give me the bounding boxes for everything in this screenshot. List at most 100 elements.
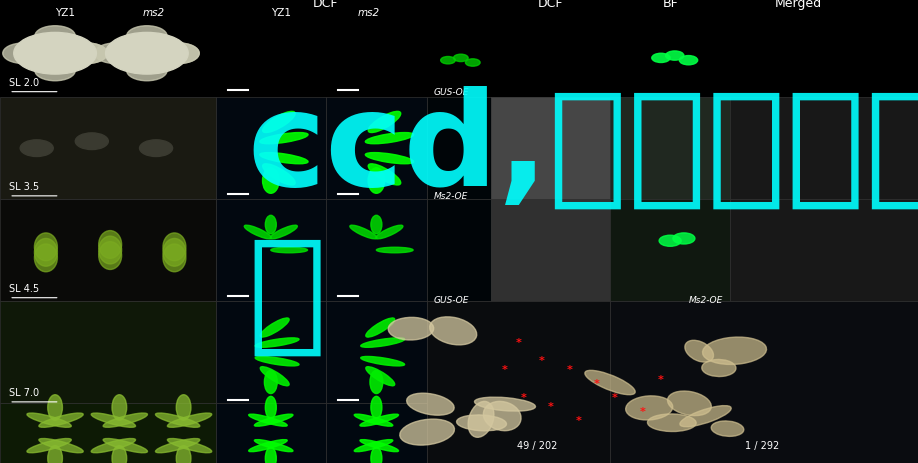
Ellipse shape [99,231,121,258]
Text: *: * [548,402,554,413]
Circle shape [67,43,107,63]
Circle shape [35,26,75,46]
Text: *: * [539,356,544,366]
Ellipse shape [155,413,200,427]
Ellipse shape [350,225,377,239]
Circle shape [14,32,96,74]
Circle shape [20,140,53,156]
Text: *: * [516,338,521,348]
Text: 1 / 292: 1 / 292 [744,441,779,451]
Ellipse shape [701,359,736,376]
Circle shape [679,56,698,65]
Text: *: * [594,379,599,389]
Text: SL 2.0: SL 2.0 [9,78,39,88]
Bar [0,199,216,301]
Ellipse shape [585,370,635,394]
Ellipse shape [365,132,414,144]
Text: *: * [576,416,581,426]
Ellipse shape [27,438,72,453]
Ellipse shape [99,242,121,269]
Ellipse shape [254,414,293,426]
Bar [730,97,918,199]
Circle shape [159,43,199,63]
Ellipse shape [365,153,414,164]
Text: *: * [640,407,645,417]
Ellipse shape [48,445,62,463]
Bar [427,199,491,301]
Ellipse shape [260,367,289,386]
Ellipse shape [48,394,62,420]
Text: YZ1: YZ1 [55,8,75,18]
Ellipse shape [270,225,297,239]
Text: SL 4.5: SL 4.5 [9,284,39,294]
Circle shape [159,43,199,63]
Ellipse shape [91,413,136,427]
Ellipse shape [400,419,454,445]
Ellipse shape [371,215,382,234]
Ellipse shape [27,413,72,427]
Ellipse shape [244,225,272,239]
Text: 49 / 202: 49 / 202 [517,441,557,451]
Ellipse shape [163,233,186,261]
Ellipse shape [255,338,299,347]
Ellipse shape [368,168,385,194]
Ellipse shape [360,414,398,426]
Ellipse shape [361,338,405,347]
Circle shape [35,60,75,81]
Text: *: * [521,393,526,403]
Text: GUS-OE: GUS-OE [433,296,469,305]
Ellipse shape [99,236,121,264]
Ellipse shape [271,247,308,253]
Ellipse shape [155,438,200,453]
Ellipse shape [365,367,395,386]
Ellipse shape [249,439,287,452]
Ellipse shape [249,414,287,426]
Circle shape [465,59,480,66]
Ellipse shape [647,414,696,432]
Bar [730,199,918,301]
Text: ms2: ms2 [142,8,164,18]
Bar [491,97,610,199]
Ellipse shape [370,370,383,394]
Ellipse shape [376,247,413,253]
Bar [216,301,326,403]
Ellipse shape [456,415,507,431]
Text: ms2: ms2 [358,8,380,18]
Ellipse shape [680,406,732,427]
Ellipse shape [368,112,401,132]
Ellipse shape [35,233,58,261]
Text: DCF: DCF [538,0,564,10]
Bar [491,97,610,199]
Ellipse shape [112,394,127,420]
Circle shape [75,133,108,150]
Ellipse shape [103,438,148,453]
Bar [610,301,918,463]
Ellipse shape [167,438,212,453]
Ellipse shape [35,244,58,272]
Ellipse shape [91,438,136,453]
Text: ccd,手机是数码
产: ccd,手机是数码 产 [248,85,918,359]
Ellipse shape [163,238,186,266]
Circle shape [127,60,167,81]
Ellipse shape [35,238,58,266]
Bar [0,97,216,199]
Ellipse shape [361,357,405,366]
Bar [0,403,216,463]
Ellipse shape [167,413,212,427]
Ellipse shape [265,215,276,234]
Circle shape [453,54,468,62]
Ellipse shape [163,244,186,272]
Ellipse shape [254,439,293,452]
Text: Ms2-OE: Ms2-OE [688,296,722,305]
Text: YZ1: YZ1 [271,8,291,18]
Ellipse shape [265,396,276,419]
Ellipse shape [368,164,401,185]
Ellipse shape [407,393,454,415]
Text: *: * [658,375,664,385]
Circle shape [127,26,167,46]
Bar [491,199,610,301]
Text: Merged: Merged [775,0,823,10]
Ellipse shape [263,164,296,185]
Ellipse shape [354,439,393,452]
Bar [326,199,427,301]
